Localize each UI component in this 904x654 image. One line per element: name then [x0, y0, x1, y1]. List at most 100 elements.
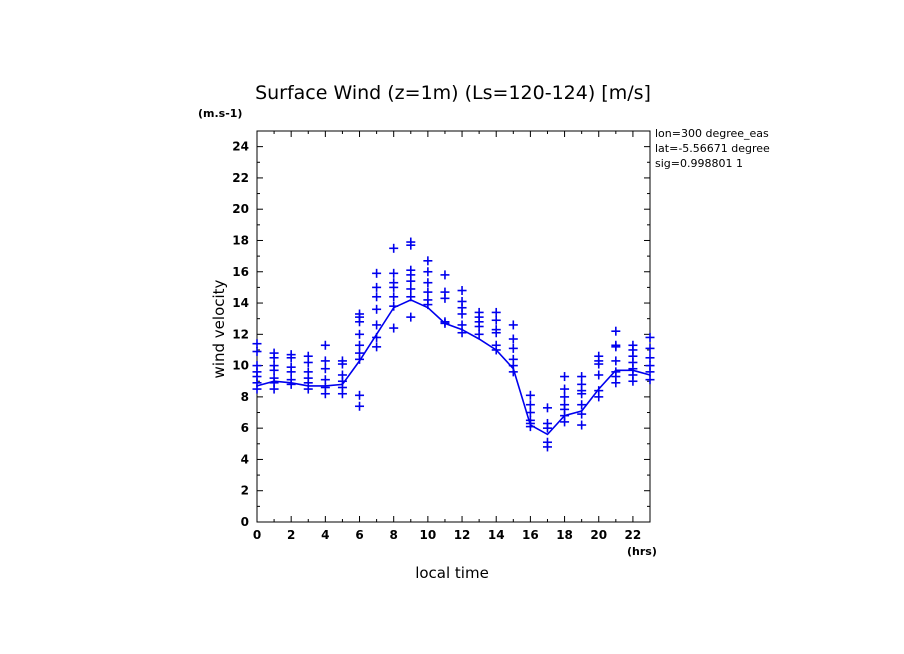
wind-sample-point: [355, 317, 365, 327]
wind-sample-point: [491, 315, 501, 325]
wind-sample-point: [337, 389, 347, 399]
x-unit-label: (hrs): [627, 545, 657, 558]
wind-sample-point: [286, 379, 296, 389]
wind-sample-point: [560, 384, 570, 394]
wind-sample-point: [337, 359, 347, 369]
info-sig: sig=0.998801 1: [655, 157, 743, 170]
wind-sample-point: [542, 423, 552, 433]
wind-sample-point: [372, 304, 382, 314]
y-tick-label: 10: [232, 359, 249, 373]
wind-sample-point: [577, 372, 587, 382]
wind-sample-point: [423, 278, 433, 288]
wind-sample-point: [525, 390, 535, 400]
wind-sample-point: [594, 392, 604, 402]
wind-sample-point: [320, 375, 330, 385]
x-tick-label: 16: [522, 528, 539, 542]
wind-sample-point: [508, 334, 518, 344]
wind-sample-point: [252, 347, 262, 357]
wind-sample-point: [355, 390, 365, 400]
wind-sample-point: [645, 353, 655, 363]
wind-sample-point: [645, 367, 655, 377]
x-tick-label: 0: [253, 528, 261, 542]
wind-sample-point: [389, 268, 399, 278]
y-tick-label: 22: [232, 171, 249, 185]
wind-sample-point: [389, 243, 399, 253]
wind-sample-point: [577, 409, 587, 419]
y-tick-label: 20: [232, 202, 249, 216]
y-tick-label: 4: [241, 452, 249, 466]
wind-sample-point: [389, 292, 399, 302]
mean-wind-line: [256, 299, 651, 436]
x-tick-label: 18: [556, 528, 573, 542]
wind-sample-point: [491, 345, 501, 355]
wind-sample-point: [372, 282, 382, 292]
wind-sample-point: [577, 420, 587, 430]
wind-sample-point: [440, 293, 450, 303]
wind-sample-point: [372, 292, 382, 302]
wind-sample-point: [508, 367, 518, 377]
wind-sample-point: [372, 332, 382, 342]
info-lon: lon=300 degree_eas: [655, 127, 769, 140]
wind-sample-point: [508, 320, 518, 330]
wind-sample-point: [491, 328, 501, 338]
wind-sample-point: [252, 339, 262, 349]
y-tick-label: 24: [232, 140, 249, 154]
wind-sample-point: [628, 376, 638, 386]
x-tick-label: 2: [287, 528, 295, 542]
x-axis-label: local time: [415, 564, 489, 582]
y-tick-label: 18: [232, 233, 249, 247]
wind-sample-point: [389, 301, 399, 311]
wind-sample-point: [320, 364, 330, 374]
wind-sample-point: [525, 422, 535, 432]
y-tick-label: 6: [241, 421, 249, 435]
wind-sample-point: [474, 329, 484, 339]
wind-sample-point: [406, 312, 416, 322]
wind-sample-point: [457, 309, 467, 319]
wind-sample-point: [286, 353, 296, 363]
wind-sample-point: [560, 392, 570, 402]
wind-sample-point: [594, 370, 604, 380]
wind-sample-point: [320, 356, 330, 366]
wind-sample-point: [645, 332, 655, 342]
wind-sample-point: [474, 322, 484, 331]
wind-sample-point: [611, 326, 621, 336]
wind-sample-point: [525, 400, 535, 410]
wind-sample-point: [269, 365, 279, 375]
wind-sample-point: [406, 292, 416, 302]
x-tick-label: 4: [321, 528, 329, 542]
wind-sample-point: [645, 375, 655, 385]
wind-sample-point: [355, 354, 365, 364]
wind-sample-point: [372, 268, 382, 278]
info-lat: lat=-5.56671 degree: [655, 142, 770, 155]
wind-sample-point: [355, 401, 365, 411]
wind-sample-point: [577, 389, 587, 399]
y-unit-label: (m.s-1): [198, 107, 242, 120]
plot-frame: [256, 130, 651, 523]
wind-sample-point: [508, 343, 518, 353]
wind-sample-point: [560, 417, 570, 427]
y-tick-label: 2: [241, 484, 249, 498]
y-tick-label: 8: [241, 390, 249, 404]
wind-sample-point: [611, 342, 621, 352]
data-marks: [252, 237, 655, 452]
wind-sample-point: [440, 270, 450, 280]
y-axis-label: wind velocity: [210, 279, 228, 378]
wind-sample-point: [423, 267, 433, 277]
y-tick-label: 12: [232, 327, 249, 341]
wind-sample-point: [423, 300, 433, 310]
wind-sample-point: [491, 307, 501, 317]
wind-sample-point: [423, 287, 433, 297]
wind-sample-point: [303, 357, 313, 367]
wind-sample-point: [372, 342, 382, 352]
wind-sample-point: [406, 284, 416, 294]
x-tick-label: 22: [625, 528, 642, 542]
wind-sample-point: [594, 359, 604, 369]
wind-sample-point: [577, 400, 587, 410]
wind-sample-point: [269, 353, 279, 363]
wind-sample-point: [457, 320, 467, 330]
wind-sample-point: [457, 286, 467, 296]
x-tick-label: 14: [488, 528, 505, 542]
x-tick-label: 10: [420, 528, 437, 542]
